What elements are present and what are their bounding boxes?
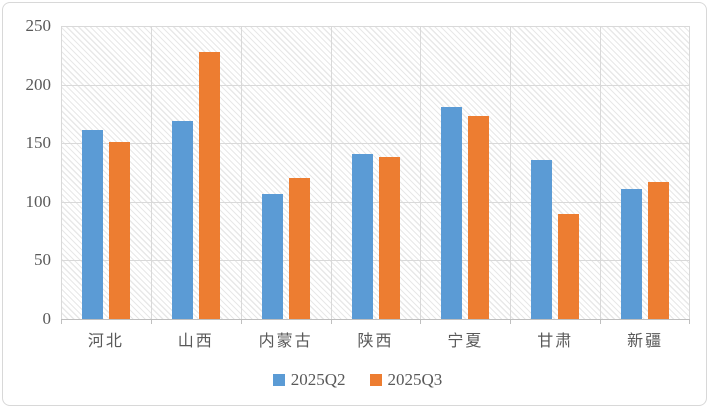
y-axis-tick-label: 250 [25, 16, 52, 35]
legend: 2025Q2 2025Q3 [3, 370, 709, 390]
bar-groups [61, 26, 690, 319]
legend-item-2025Q2: 2025Q2 [272, 370, 346, 390]
y-axis-tick-label: 150 [25, 133, 52, 153]
bar-2025Q3 [648, 181, 670, 319]
x-axis-category-label: 宁夏 [447, 333, 484, 350]
x-axis-category-label: 陕西 [357, 333, 394, 350]
gridline-vertical [150, 26, 152, 319]
bar-2025Q2 [621, 188, 643, 319]
bar-2025Q2 [351, 153, 373, 319]
gridline-vertical [61, 26, 62, 319]
legend-swatch-icon [272, 374, 285, 386]
x-axis-category-label: 甘肃 [537, 333, 574, 350]
bar-2025Q3 [468, 116, 490, 319]
y-axis-tick-label: 100 [25, 191, 52, 211]
gridline-horizontal [61, 84, 690, 86]
gridline-vertical [420, 26, 422, 319]
legend-item-2025Q3: 2025Q3 [369, 370, 443, 390]
bar-group-1 [61, 26, 151, 319]
bar-group-4 [331, 26, 421, 319]
axis-tick [61, 320, 62, 324]
axis-tick [510, 320, 512, 324]
gridline-vertical [240, 26, 242, 319]
bar-2025Q3 [378, 157, 400, 319]
bar-2025Q2 [81, 130, 103, 319]
bar-group-5 [420, 26, 510, 319]
x-axis-category-label: 内蒙古 [258, 333, 313, 350]
bar-group-7 [600, 26, 690, 319]
bar-2025Q3 [288, 178, 310, 319]
y-axis-tick-label: 50 [34, 250, 51, 270]
axis-tick [240, 320, 242, 324]
gridline-horizontal [61, 201, 690, 203]
plot-area [61, 26, 690, 320]
axis-tick [150, 320, 152, 324]
legend-label: 2025Q2 [290, 370, 346, 389]
gridline-vertical [330, 26, 332, 319]
gridline-horizontal [61, 143, 690, 145]
gridline-vertical [600, 26, 602, 319]
gridline-horizontal [61, 260, 690, 262]
axis-tick [420, 320, 422, 324]
gridline-vertical [510, 26, 512, 319]
bar-group-6 [510, 26, 600, 319]
bar-2025Q3 [108, 142, 130, 319]
gridline-horizontal [61, 26, 690, 27]
legend-label: 2025Q3 [387, 370, 443, 389]
bar-group-2 [151, 26, 241, 319]
bar-group-3 [241, 26, 331, 319]
axis-tick [330, 320, 332, 324]
bar-2025Q2 [261, 193, 283, 319]
x-axis-labels: 河北 山西 内蒙古 陕西 宁夏 甘肃 新疆 [61, 327, 690, 351]
axis-tick [600, 320, 602, 324]
bar-2025Q2 [531, 159, 553, 319]
x-axis-category-label: 山西 [177, 333, 214, 350]
legend-swatch-icon [369, 374, 382, 386]
y-axis-tick-label: 200 [25, 74, 52, 94]
bar-2025Q3 [558, 213, 580, 319]
bar-2025Q2 [171, 120, 193, 319]
y-axis-tick-label: 0 [42, 309, 52, 328]
x-axis-category-label: 河北 [87, 333, 124, 350]
x-axis-category-label: 新疆 [627, 333, 664, 350]
gridline-vertical [689, 26, 690, 319]
bar-2025Q3 [198, 51, 220, 319]
bar-2025Q2 [441, 106, 463, 319]
axis-tick [689, 320, 690, 324]
